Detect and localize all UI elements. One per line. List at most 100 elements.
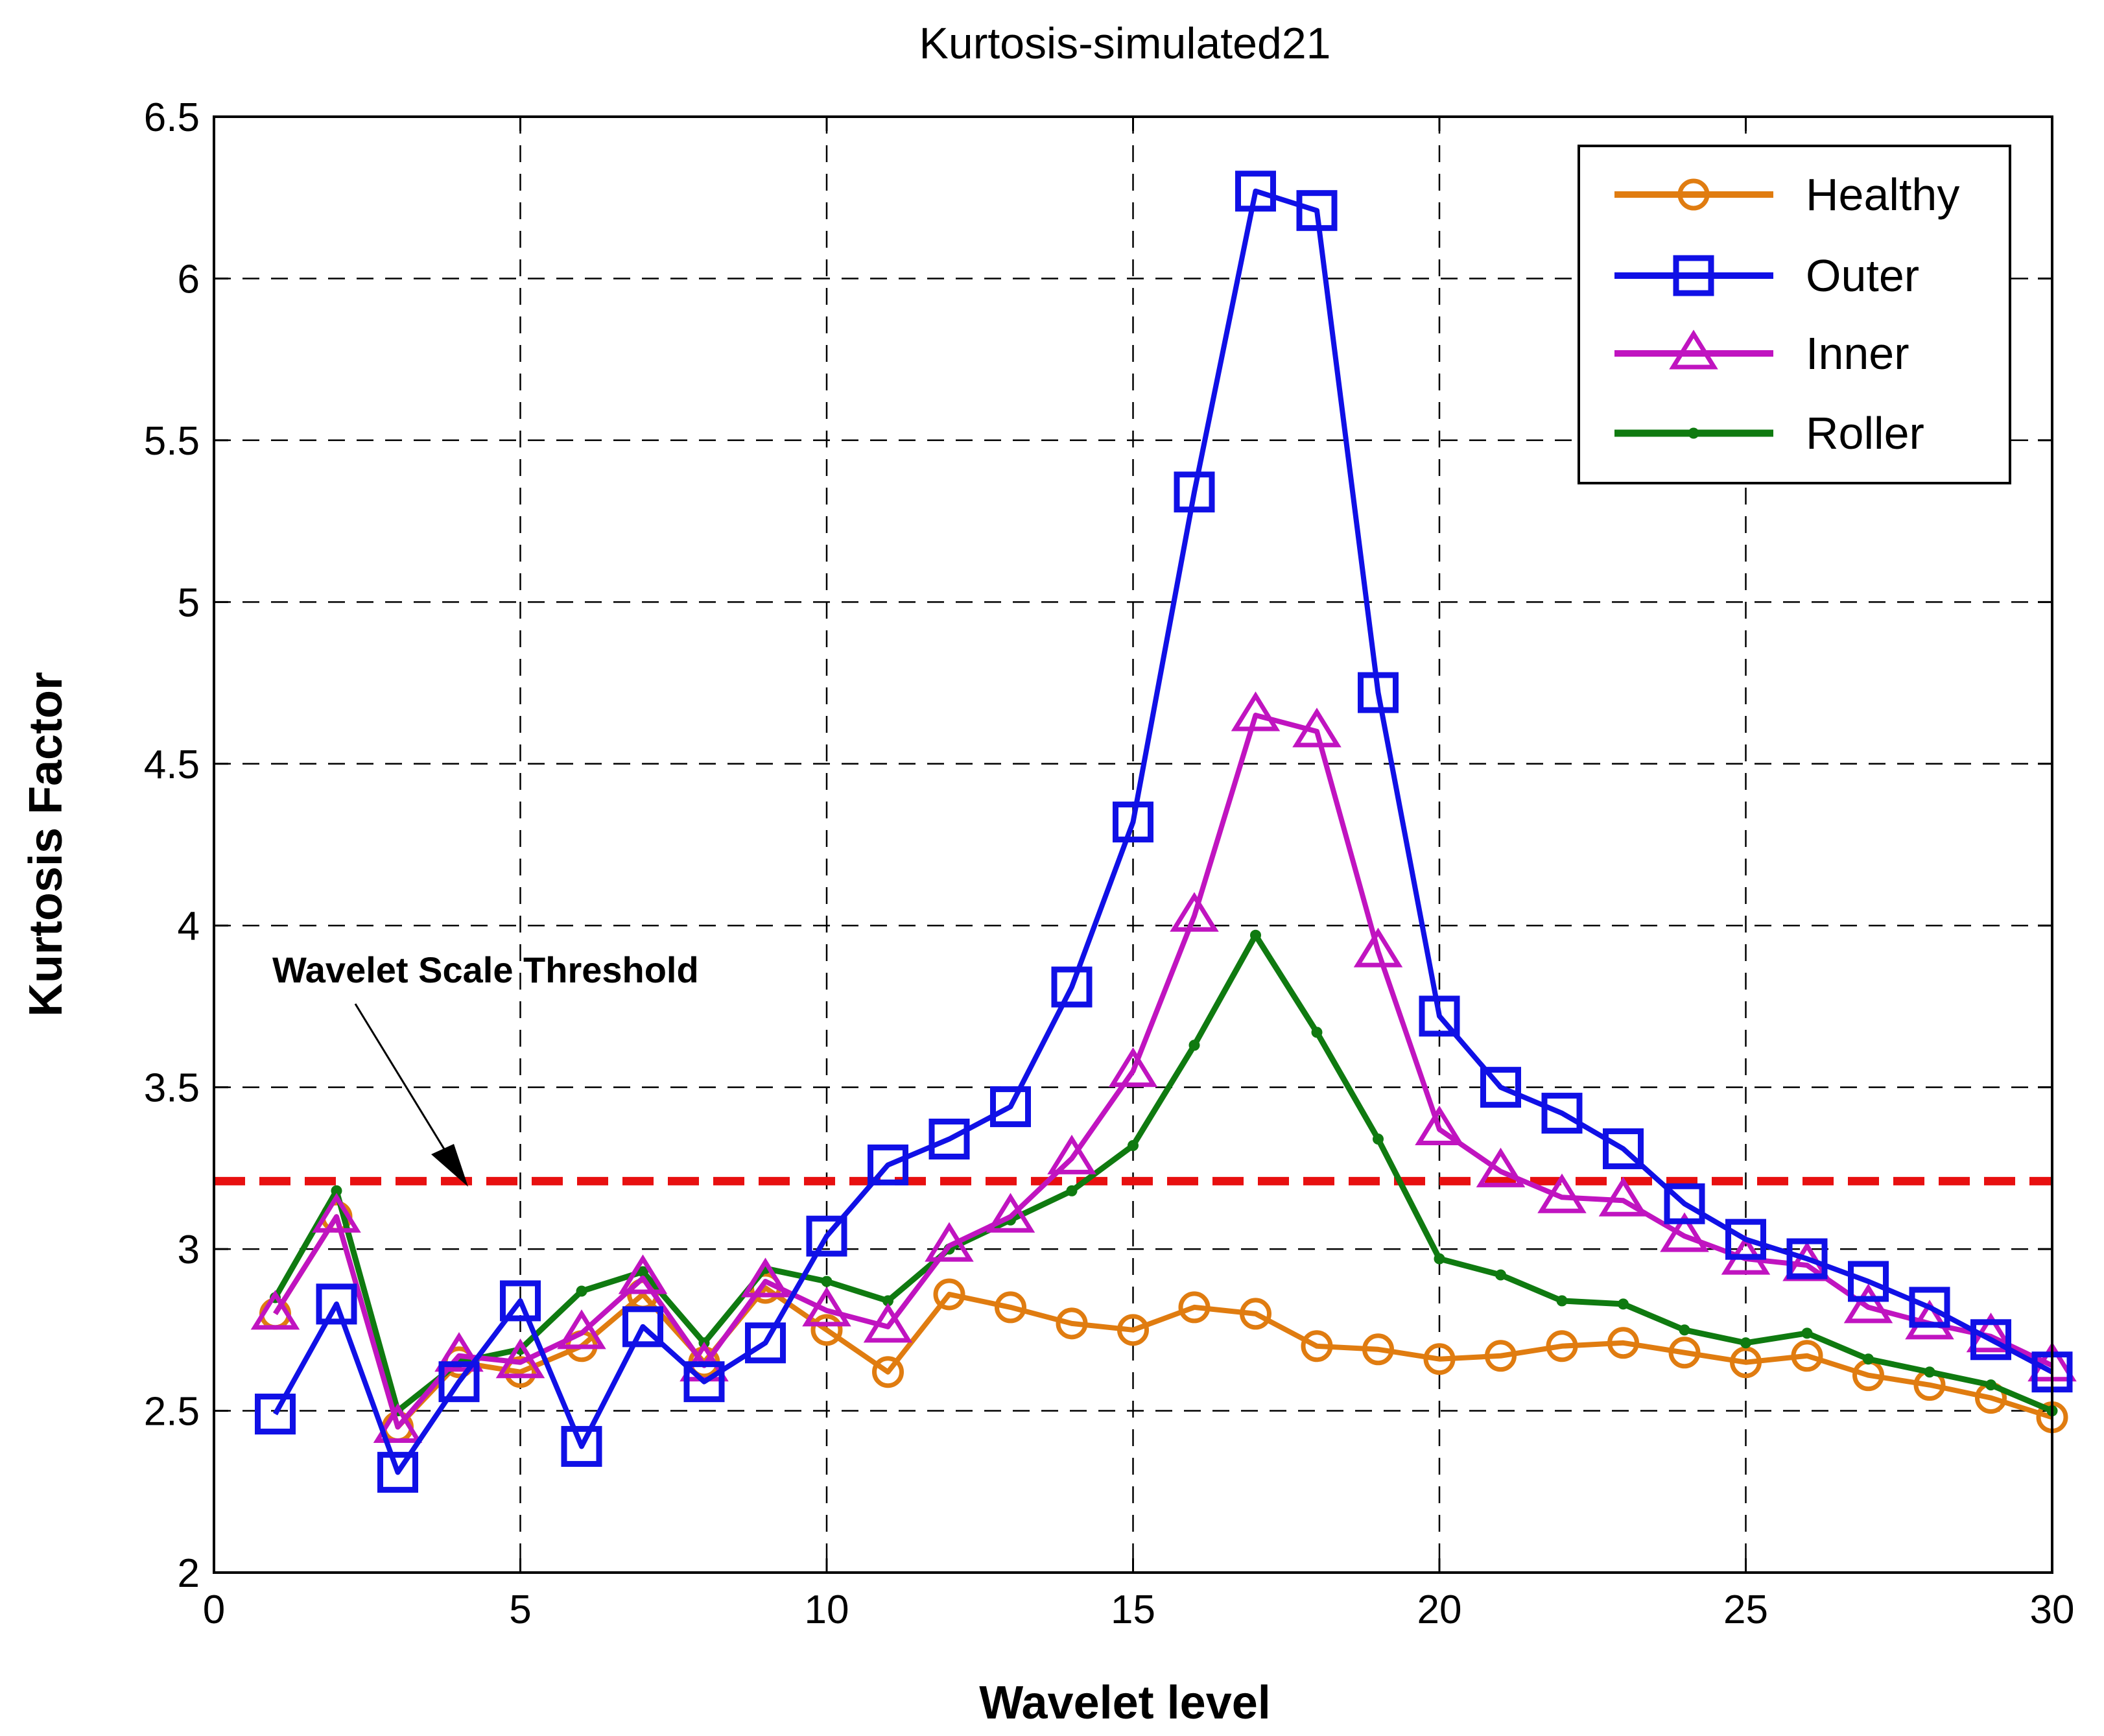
data-point-outer xyxy=(1358,672,1399,713)
data-point-outer xyxy=(1664,1183,1705,1224)
x-tick-label: 20 xyxy=(1417,1587,1462,1632)
data-point-inner xyxy=(1905,1300,1954,1340)
data-point-inner xyxy=(1047,1134,1096,1174)
y-tick-label: 5 xyxy=(178,580,200,625)
data-point-outer xyxy=(1113,802,1153,843)
data-point-roller xyxy=(1924,1366,1935,1378)
data-point-healthy xyxy=(1791,1340,1823,1372)
data-point-roller xyxy=(1495,1269,1506,1281)
y-tick-label: 5.5 xyxy=(144,419,200,464)
data-point-healthy xyxy=(1056,1307,1088,1340)
data-point-outer xyxy=(683,1361,725,1403)
data-point-outer xyxy=(868,1144,908,1185)
data-point-roller xyxy=(1128,1139,1139,1151)
data-point-roller xyxy=(1985,1379,1996,1391)
series-line-healthy xyxy=(273,1214,2053,1430)
data-point-outer xyxy=(561,1425,602,1467)
data-point-outer xyxy=(1235,171,1276,212)
legend: Healthy Outer Inner Roller xyxy=(1578,145,2011,484)
data-point-inner xyxy=(1476,1147,1526,1187)
y-axis-ticks: 2 2.5 3 3.5 4 4.5 5 5.5 6 6.5 xyxy=(144,95,2052,1596)
legend-label-inner: Inner xyxy=(1806,328,1909,379)
data-point-inner xyxy=(1231,691,1281,731)
data-point-inner xyxy=(1598,1176,1648,1217)
data-point-inner xyxy=(1292,707,1342,748)
data-point-outer xyxy=(622,1306,663,1348)
data-point-inner xyxy=(740,1257,790,1298)
x-tick-label: 25 xyxy=(1723,1587,1768,1632)
y-tick-label: 3.5 xyxy=(144,1066,200,1111)
data-point-outer xyxy=(1296,190,1338,232)
data-point-healthy xyxy=(1301,1330,1333,1362)
legend-item-outer: Outer xyxy=(1614,250,1919,301)
y-axis-label: Kurtosis Factor xyxy=(20,672,72,1017)
data-point-healthy xyxy=(810,1314,843,1346)
chart-title: Kurtosis-simulated21 xyxy=(919,19,1331,68)
data-point-outer xyxy=(1174,471,1215,513)
threshold-annotation: Wavelet Scale Threshold xyxy=(272,949,699,990)
data-point-outer xyxy=(1786,1238,1828,1279)
data-point-healthy xyxy=(1485,1340,1517,1372)
data-point-inner xyxy=(373,1403,423,1443)
data-point-outer xyxy=(377,1451,418,1493)
data-point-roller xyxy=(1311,1027,1323,1038)
data-point-roller xyxy=(1618,1298,1629,1310)
data-point-roller xyxy=(1556,1295,1568,1307)
x-tick-label: 15 xyxy=(1111,1587,1155,1632)
data-point-inner xyxy=(1537,1173,1587,1213)
data-point-roller xyxy=(1188,1040,1200,1051)
data-point-inner xyxy=(250,1290,300,1330)
data-point-outer xyxy=(500,1280,541,1322)
data-point-outer xyxy=(1480,1067,1521,1108)
data-point-healthy xyxy=(995,1291,1026,1324)
data-point-inner xyxy=(986,1193,1035,1233)
data-point-healthy xyxy=(1240,1298,1271,1330)
data-point-inner xyxy=(863,1303,913,1343)
data-point-inner xyxy=(312,1193,361,1233)
data-point-inner xyxy=(557,1309,606,1350)
data-point-roller xyxy=(1679,1324,1690,1336)
y-tick-label: 3 xyxy=(178,1228,200,1272)
legend-item-healthy: Healthy xyxy=(1614,169,1959,220)
legend-marker-outer xyxy=(1673,255,1714,296)
data-point-healthy xyxy=(1546,1330,1578,1362)
data-point-outer xyxy=(928,1118,970,1159)
x-tick-label: 10 xyxy=(805,1587,849,1632)
y-tick-label: 4.5 xyxy=(144,743,200,787)
series-line-outer xyxy=(273,188,2053,1475)
y-tick-label: 4 xyxy=(178,904,200,949)
data-point-outer xyxy=(255,1394,296,1435)
data-point-roller xyxy=(821,1276,833,1287)
data-point-roller xyxy=(1373,1133,1384,1145)
data-point-healthy xyxy=(1607,1327,1639,1359)
data-point-outer xyxy=(438,1361,480,1403)
data-point-inner xyxy=(1843,1283,1893,1324)
y-tick-label: 6 xyxy=(178,257,200,302)
data-point-healthy xyxy=(504,1356,536,1388)
data-point-outer xyxy=(806,1215,847,1257)
data-point-healthy xyxy=(1668,1337,1701,1369)
x-axis-label: Wavelet level xyxy=(979,1677,1271,1729)
legend-marker-roller xyxy=(1688,427,1699,439)
annotation-arrow-shaft xyxy=(354,1003,449,1155)
data-point-inner xyxy=(434,1332,484,1372)
legend-label-roller: Roller xyxy=(1806,408,1924,458)
x-axis-ticks: 0 5 10 15 20 25 30 xyxy=(203,117,2074,1632)
data-point-inner xyxy=(618,1254,668,1294)
data-point-roller xyxy=(1863,1353,1874,1365)
data-point-outer xyxy=(1725,1219,1766,1260)
data-point-healthy xyxy=(1423,1343,1456,1375)
legend-item-inner: Inner xyxy=(1614,328,1909,379)
series-layer xyxy=(250,171,2077,1493)
annotation-arrow-head xyxy=(431,1144,468,1187)
data-point-roller xyxy=(1434,1253,1445,1265)
data-point-outer xyxy=(745,1322,786,1364)
legend-label-outer: Outer xyxy=(1806,250,1919,301)
data-point-roller xyxy=(1740,1337,1751,1349)
series-line-roller xyxy=(272,932,2053,1414)
data-point-outer xyxy=(1541,1093,1583,1134)
data-point-outer xyxy=(1419,995,1460,1037)
data-point-inner xyxy=(1415,1105,1464,1146)
data-point-roller xyxy=(1250,929,1261,941)
